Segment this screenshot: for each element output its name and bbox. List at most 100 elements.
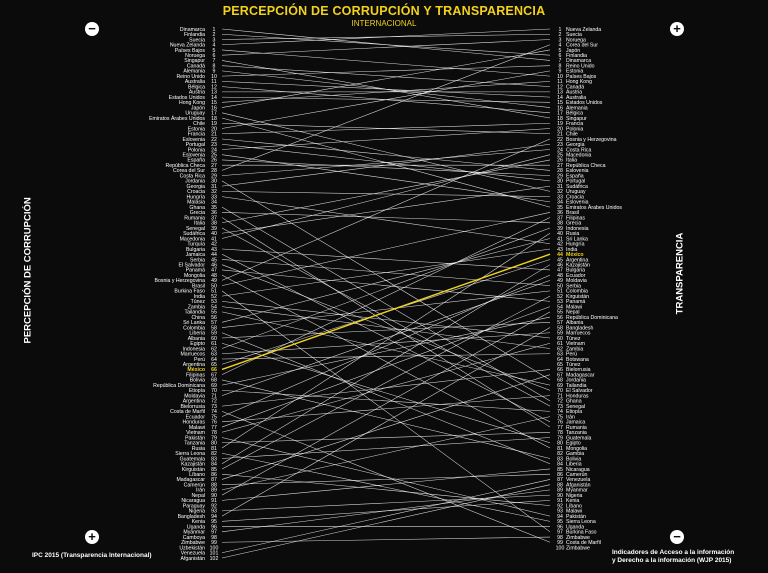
left-rank-number: 22 (211, 137, 217, 143)
left-country-label: Egipto (190, 341, 205, 347)
right-rank-number: 29 (557, 173, 563, 179)
country-line (221, 274, 551, 417)
left-country-label: Bulgaria (186, 247, 205, 253)
right-country-label: Nigeria (566, 493, 583, 499)
left-country-label: Líbano (189, 472, 205, 478)
left-rank-number: 49 (211, 278, 217, 284)
country-line (221, 269, 551, 302)
left-rank-number: 77 (211, 425, 217, 431)
right-rank-number: 51 (557, 289, 563, 295)
left-country-label: Malawi (189, 425, 205, 431)
left-rank-number: 75 (211, 414, 217, 420)
right-rank-number: 64 (557, 357, 563, 363)
left-rank-number: 73 (211, 404, 217, 410)
country-line (221, 44, 551, 171)
left-country-label: Albania (188, 336, 205, 342)
country-line (221, 316, 551, 386)
right-country-label: Portugal (566, 179, 585, 185)
minus-circle-icon: − (670, 530, 684, 544)
right-country-label: Bielorrusia (566, 367, 591, 373)
left-rank-number: 13 (211, 90, 217, 96)
right-rank-number: 46 (557, 262, 563, 268)
right-country-label: Ecuador (566, 273, 586, 279)
right-country-label: Filipinas (566, 215, 585, 221)
right-source-line-2: y Derecho a la información (WJP 2015) (612, 557, 732, 564)
left-rank-number: 52 (211, 294, 217, 300)
right-rank-number: 86 (557, 472, 563, 478)
right-country-label: Venezuela (566, 477, 590, 483)
left-rank-number: 43 (211, 247, 217, 253)
connector-lines (221, 28, 551, 559)
plus-circle-icon: + (670, 22, 684, 36)
left-country-label: Kenia (192, 519, 205, 525)
left-rank-number: 54 (211, 304, 217, 310)
left-country-label: Honduras (183, 420, 206, 426)
country-line (221, 128, 551, 150)
right-country-label: Madagascar (566, 372, 595, 378)
country-line (221, 49, 551, 108)
right-rank-number: 73 (557, 404, 563, 410)
country-line (221, 49, 551, 77)
right-country-label: Eslovenia (566, 200, 589, 206)
left-rank-number: 25 (211, 153, 217, 159)
right-country-label: República Checa (566, 163, 606, 169)
right-country-label: Polonia (566, 126, 583, 132)
left-country-label: Reino Unido (176, 74, 205, 80)
left-rank-number: 20 (211, 126, 217, 132)
right-rank-number: 98 (557, 535, 563, 541)
country-line (221, 301, 551, 339)
right-rank-number: 48 (557, 273, 563, 279)
left-country-label: Etiopía (189, 388, 205, 394)
left-country-label: Polonia (188, 147, 205, 153)
right-rank-number: 1 (559, 27, 562, 33)
left-country-label: Bolivia (190, 378, 205, 384)
left-rank-number: 16 (211, 105, 217, 111)
left-country-label: Zimbabwe (181, 540, 205, 546)
left-country-label: Irán (196, 488, 205, 494)
right-rank-number: 3 (559, 37, 562, 43)
country-line (221, 437, 551, 517)
right-rank-number: 11 (557, 79, 562, 85)
left-rank-number: 82 (211, 451, 217, 457)
left-rank-number: 92 (211, 503, 217, 509)
right-country-label: Kirguistán (566, 294, 589, 300)
left-rank-number: 57 (211, 320, 217, 326)
right-rank-number: 54 (557, 304, 563, 310)
country-line (221, 473, 551, 485)
right-rank-number: 2 (559, 32, 562, 38)
right-rank-number: 85 (557, 467, 563, 473)
right-country-label: Malawi (566, 509, 582, 515)
right-source-line-1: Indicadores de Acceso a la información (612, 549, 735, 556)
left-country-label: Myanmar (183, 530, 205, 536)
right-rank-number: 59 (557, 331, 563, 337)
left-country-label: Ecuador (186, 414, 206, 420)
left-country-label: Chile (193, 121, 205, 127)
right-country-label: México (566, 252, 584, 258)
right-country-label: Zambia (566, 346, 583, 352)
left-country-label: Bélgica (188, 84, 205, 90)
left-country-label: Colombia (183, 325, 205, 331)
right-rank-number: 71 (557, 393, 563, 399)
right-country-label: Colombia (566, 289, 588, 295)
left-rank-number: 97 (211, 530, 217, 536)
left-rank-number: 5 (213, 48, 216, 54)
left-country-label: Austria (189, 90, 205, 96)
right-country-label: Afganistán (566, 482, 591, 488)
right-rank-number: 61 (557, 341, 563, 347)
left-country-label: Nicaragua (181, 498, 205, 504)
left-rank-number: 68 (211, 378, 217, 384)
left-country-label: Australia (185, 79, 205, 85)
right-rank-number: 34 (557, 200, 563, 206)
country-line (221, 473, 551, 506)
left-country-label: Bangladesh (178, 514, 206, 520)
right-country-label: Rusia (566, 231, 579, 237)
right-country-label: Kenia (566, 498, 579, 504)
country-line (221, 138, 551, 171)
right-country-label: Sierra Leona (566, 519, 596, 525)
left-country-label: República Dominicana (153, 383, 205, 389)
right-country-label: Georgia (566, 142, 585, 148)
left-country-label: Singapur (184, 58, 205, 64)
left-country-label: Portugal (186, 142, 205, 148)
left-country-label: México (187, 367, 205, 373)
left-country-label: Kazajistán (181, 462, 205, 468)
